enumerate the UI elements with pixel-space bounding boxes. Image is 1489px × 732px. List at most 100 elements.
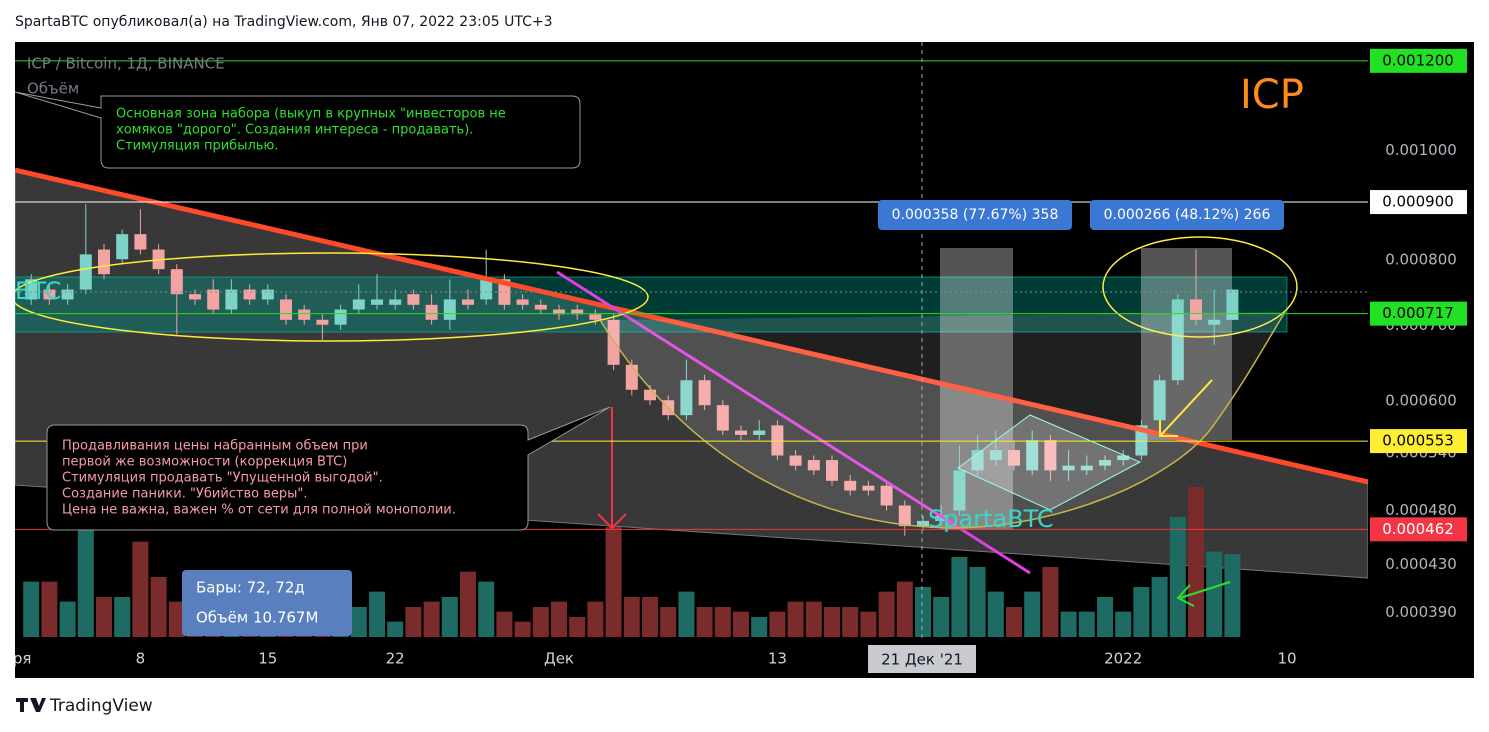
candle-body <box>389 299 402 305</box>
annotation-line: Стимуляция продавать "Упущенной выгодой"… <box>62 471 383 486</box>
tooltip-line: Объём 10.767M <box>196 609 318 627</box>
volume-title: Объём <box>27 80 79 98</box>
candle-body <box>61 289 74 300</box>
candle-body <box>298 309 311 320</box>
candle-body <box>225 289 238 310</box>
volume-bar <box>1224 554 1241 637</box>
y-tick-label: 0.000800 <box>1385 250 1457 268</box>
volume-bar <box>824 607 840 637</box>
watermark: SpartaBTC <box>928 505 1054 533</box>
candle-body <box>261 289 274 300</box>
tooltip-line: Бары: 72, 72д <box>196 579 305 597</box>
y-tick-label: 0.000430 <box>1385 555 1457 573</box>
symbol: ICP <box>1240 72 1304 118</box>
volume-bar <box>787 601 804 637</box>
x-tick-label: 10 <box>1277 650 1296 668</box>
volume-bar <box>114 597 131 637</box>
volume-bar <box>551 601 567 637</box>
candle-body <box>371 299 383 305</box>
volume-bar <box>1024 591 1041 637</box>
cup <box>599 311 1286 529</box>
overlays: BTC ICP / Bitcoin, 1Д, BINANCE Объём ICP… <box>15 55 1304 636</box>
candle-body <box>98 249 110 275</box>
arrow-head <box>1176 584 1195 607</box>
volume-bar <box>1169 517 1186 637</box>
price-label: 0.000462 <box>1382 520 1454 538</box>
logo <box>16 698 46 712</box>
candle-body <box>534 304 547 310</box>
candle-body <box>644 389 656 401</box>
volume-bar <box>933 597 950 637</box>
candle-body <box>753 430 766 435</box>
volume-bar <box>23 581 40 637</box>
volume-bar <box>150 577 167 637</box>
candle-body <box>898 505 911 527</box>
volume-bar <box>733 611 749 637</box>
candle-body <box>352 299 365 310</box>
candle-body <box>789 455 802 466</box>
price-label: 0.000900 <box>1382 193 1454 211</box>
candle-body <box>953 470 966 511</box>
price-label: 0.000717 <box>1382 304 1454 322</box>
footer: TradingView <box>49 696 153 716</box>
annotation-line: первой же возможности (коррекция BTC) <box>62 455 347 470</box>
candle-body <box>917 520 929 527</box>
candle-body <box>480 279 493 300</box>
volume-bar <box>714 607 731 637</box>
volume-bar <box>1206 551 1223 637</box>
volume-bar <box>642 597 658 637</box>
candle-body <box>1080 465 1093 471</box>
candle-body <box>462 299 474 305</box>
price-label-box <box>1370 48 1467 73</box>
volume-bar <box>423 601 440 637</box>
volume-bar <box>387 621 404 637</box>
candle-body <box>79 254 92 290</box>
price-label-box <box>1370 429 1467 454</box>
candle-body <box>1226 289 1239 320</box>
candle-body <box>571 309 584 315</box>
y-tick-label: 0.000390 <box>1385 603 1457 621</box>
volume-bar <box>460 571 476 637</box>
volume-bar <box>1151 577 1168 637</box>
candle-body <box>1171 299 1184 381</box>
volume-bar <box>769 611 786 637</box>
candle-body <box>880 485 893 506</box>
volume-bar <box>369 591 385 637</box>
annotation-box <box>15 91 581 169</box>
symbol-partial: BTC <box>15 277 61 305</box>
volume-bar <box>878 591 895 637</box>
price-label-box <box>1370 190 1467 215</box>
y-tick-label: 0.000600 <box>1385 392 1457 410</box>
x-tick-label: 13 <box>768 650 787 668</box>
volume-bar <box>678 591 695 637</box>
candle-body <box>735 430 747 435</box>
candle-body <box>971 450 984 471</box>
candle-body <box>680 380 693 416</box>
chart-title: ICP / Bitcoin, 1Д, BINANCE <box>27 55 225 73</box>
price-label-box <box>1370 301 1467 326</box>
candle-body <box>170 269 183 295</box>
volume-bar <box>569 617 586 637</box>
candle-body <box>698 380 711 406</box>
candle-body <box>1044 440 1057 471</box>
volume-bar <box>496 611 513 637</box>
volume-bar <box>987 591 1004 637</box>
candle-body <box>553 309 565 315</box>
arrow <box>1159 379 1213 437</box>
candle-body <box>1190 299 1202 320</box>
volume-bar <box>514 621 531 637</box>
candle-body <box>589 314 602 320</box>
candle-body <box>407 294 420 305</box>
measure-label-box <box>878 200 1072 230</box>
candle-body <box>425 304 438 320</box>
candle-body <box>1208 319 1221 325</box>
candle-body <box>516 299 529 305</box>
volume-bar <box>168 601 185 637</box>
volume-bar <box>1006 607 1022 637</box>
volume-bar <box>96 597 112 637</box>
candle-body <box>43 289 56 300</box>
axes: 0.0010000.0008000.0007000.0006000.000540… <box>15 48 1467 668</box>
candle-body <box>280 299 292 320</box>
volume-bar <box>1078 611 1095 637</box>
